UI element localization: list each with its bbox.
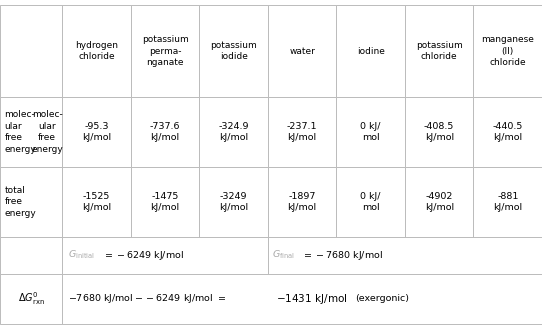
Text: -1897
kJ/mol: -1897 kJ/mol — [288, 191, 317, 212]
Text: -881
kJ/mol: -881 kJ/mol — [493, 191, 522, 212]
Text: $= -6249\ \rm kJ/mol$: $= -6249\ \rm kJ/mol$ — [103, 249, 184, 262]
Text: -4902
kJ/mol: -4902 kJ/mol — [424, 191, 454, 212]
Text: total
free
energy: total free energy — [4, 186, 36, 218]
Bar — [62, 5, 131, 97]
Bar — [199, 5, 268, 97]
Bar — [62, 237, 268, 274]
Text: -408.5
kJ/mol: -408.5 kJ/mol — [424, 122, 454, 142]
Text: (exergonic): (exergonic) — [355, 294, 409, 303]
Text: -1525
kJ/mol: -1525 kJ/mol — [82, 191, 111, 212]
Text: $G_{\rm final}$: $G_{\rm final}$ — [272, 249, 295, 262]
Bar — [337, 97, 405, 167]
Bar — [0, 274, 62, 324]
Bar — [199, 167, 268, 237]
Text: hydrogen
chloride: hydrogen chloride — [75, 41, 118, 61]
Text: 0 kJ/
mol: 0 kJ/ mol — [360, 191, 381, 212]
Bar — [337, 5, 405, 97]
Bar — [62, 167, 131, 237]
Text: molec-
ular
free
energy: molec- ular free energy — [4, 111, 36, 154]
Text: $-7680\ \rm kJ/mol - -6249\ kJ/mol\ =$: $-7680\ \rm kJ/mol - -6249\ kJ/mol\ =$ — [68, 292, 226, 305]
Text: $G_{\rm initial}$: $G_{\rm initial}$ — [68, 249, 95, 262]
Text: -737.6
kJ/mol: -737.6 kJ/mol — [150, 122, 180, 142]
Text: $= -7680\ \rm kJ/mol$: $= -7680\ \rm kJ/mol$ — [301, 249, 383, 262]
Text: potassium
perma-
nganate: potassium perma- nganate — [142, 35, 189, 67]
Bar — [0, 97, 62, 167]
Bar — [199, 97, 268, 167]
Bar — [0, 237, 62, 274]
Bar — [62, 97, 131, 167]
Bar — [474, 167, 542, 237]
Text: potassium
iodide: potassium iodide — [210, 41, 257, 61]
Bar — [131, 167, 199, 237]
Bar — [131, 97, 199, 167]
Bar — [405, 167, 474, 237]
Text: 0 kJ/
mol: 0 kJ/ mol — [360, 122, 381, 142]
Text: -237.1
kJ/mol: -237.1 kJ/mol — [287, 122, 318, 142]
Text: manganese
(II)
chloride: manganese (II) chloride — [481, 35, 534, 67]
Bar — [268, 167, 337, 237]
Bar — [405, 5, 474, 97]
Bar — [0, 5, 62, 97]
Bar — [268, 97, 337, 167]
Bar — [268, 5, 337, 97]
Bar — [405, 97, 474, 167]
Text: $-1431\ \rm kJ/mol$: $-1431\ \rm kJ/mol$ — [276, 292, 348, 306]
Bar — [474, 5, 542, 97]
Text: -1475
kJ/mol: -1475 kJ/mol — [151, 191, 180, 212]
Text: iodine: iodine — [357, 47, 385, 56]
Text: -324.9
kJ/mol: -324.9 kJ/mol — [218, 122, 249, 142]
Text: molec-
ular
free
energy: molec- ular free energy — [31, 111, 63, 154]
Text: -95.3
kJ/mol: -95.3 kJ/mol — [82, 122, 111, 142]
Bar — [131, 5, 199, 97]
Text: -440.5
kJ/mol: -440.5 kJ/mol — [493, 122, 523, 142]
Text: -3249
kJ/mol: -3249 kJ/mol — [219, 191, 248, 212]
Text: water: water — [289, 47, 315, 56]
Text: potassium
chloride: potassium chloride — [416, 41, 462, 61]
Text: $\Delta G^0_{\rm rxn}$: $\Delta G^0_{\rm rxn}$ — [18, 291, 44, 307]
Bar — [337, 167, 405, 237]
Bar — [268, 237, 542, 274]
Bar — [474, 97, 542, 167]
Bar — [0, 167, 62, 237]
Bar — [62, 274, 542, 324]
